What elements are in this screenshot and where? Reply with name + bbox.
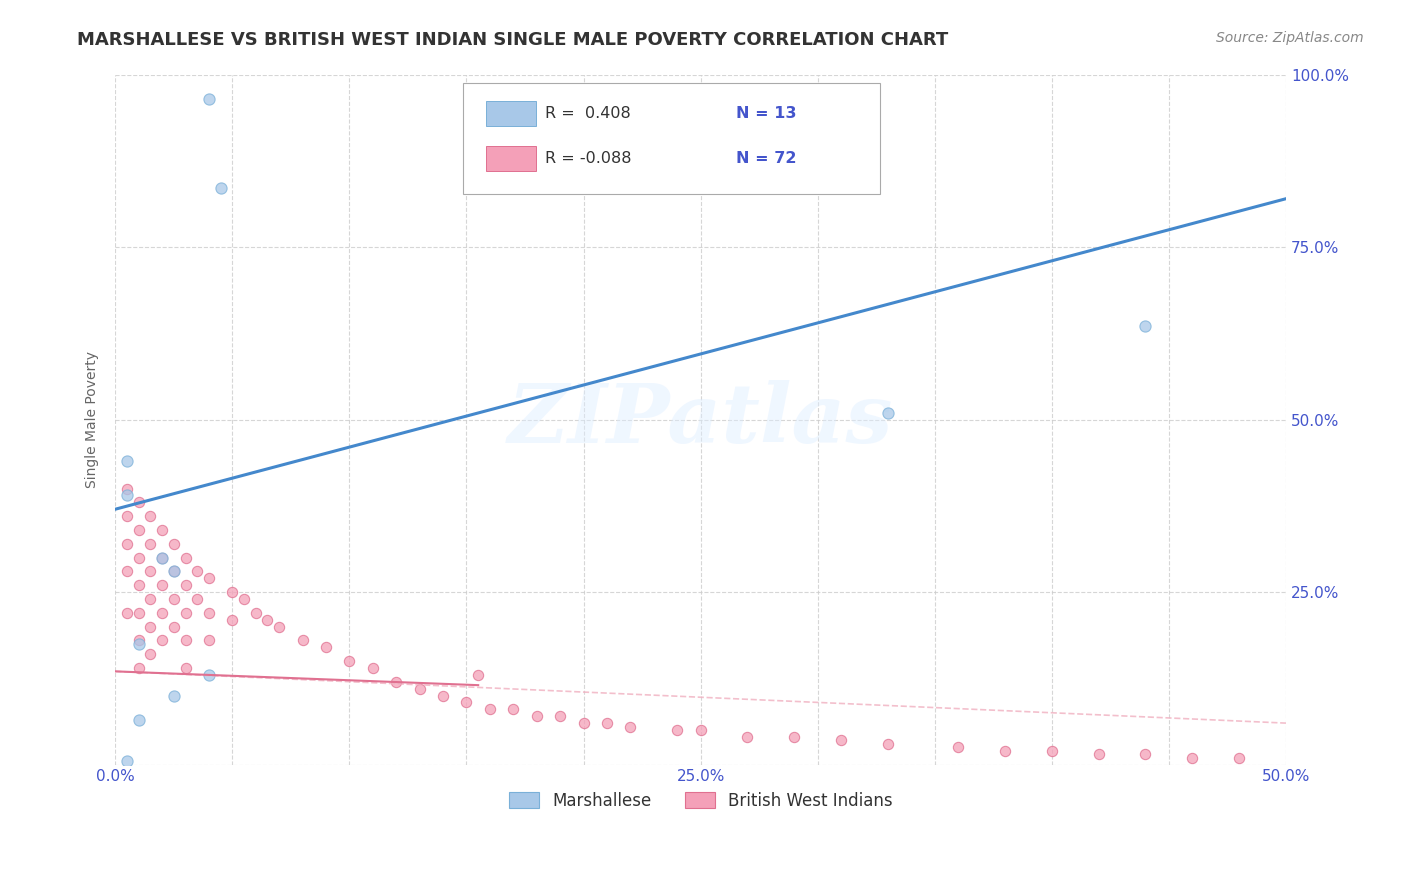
Point xyxy=(526,709,548,723)
Point xyxy=(115,537,138,551)
Point xyxy=(186,564,208,578)
Point xyxy=(163,564,186,578)
Text: MARSHALLESE VS BRITISH WEST INDIAN SINGLE MALE POVERTY CORRELATION CHART: MARSHALLESE VS BRITISH WEST INDIAN SINGL… xyxy=(77,31,949,49)
Point xyxy=(115,754,138,768)
Point xyxy=(467,668,489,682)
Point xyxy=(689,723,711,737)
Point xyxy=(596,716,619,731)
Text: ZIPatlas: ZIPatlas xyxy=(508,379,893,459)
FancyBboxPatch shape xyxy=(486,102,536,127)
Point xyxy=(830,733,852,747)
Point xyxy=(245,606,267,620)
Point xyxy=(456,695,478,709)
Point xyxy=(128,606,150,620)
Point xyxy=(221,613,243,627)
Point xyxy=(139,537,162,551)
Point xyxy=(139,647,162,661)
Text: R =  0.408: R = 0.408 xyxy=(546,105,631,120)
Point xyxy=(174,550,197,565)
Point xyxy=(233,591,256,606)
Point xyxy=(1040,744,1063,758)
Point xyxy=(315,640,337,655)
Point xyxy=(502,702,524,716)
Point xyxy=(666,723,689,737)
Point xyxy=(198,633,221,648)
Point xyxy=(361,661,384,675)
Point xyxy=(163,689,186,703)
Point xyxy=(174,661,197,675)
Point xyxy=(385,674,408,689)
Point xyxy=(174,578,197,592)
Point xyxy=(163,591,186,606)
Point xyxy=(432,689,454,703)
Point xyxy=(163,619,186,633)
Point xyxy=(139,509,162,524)
Point xyxy=(150,550,173,565)
Point xyxy=(128,713,150,727)
Point xyxy=(115,564,138,578)
FancyBboxPatch shape xyxy=(486,146,536,171)
Point xyxy=(139,619,162,633)
Point xyxy=(209,181,232,195)
Point xyxy=(139,564,162,578)
Point xyxy=(198,606,221,620)
Point xyxy=(115,488,138,502)
Point xyxy=(128,661,150,675)
Point xyxy=(198,92,221,106)
Point xyxy=(198,571,221,585)
Text: N = 72: N = 72 xyxy=(735,151,796,166)
Point xyxy=(174,633,197,648)
Point xyxy=(115,606,138,620)
Point xyxy=(128,495,150,509)
Point xyxy=(198,668,221,682)
Point xyxy=(737,730,759,744)
Point xyxy=(1181,750,1204,764)
Point xyxy=(408,681,430,696)
Point xyxy=(783,730,806,744)
Point xyxy=(572,716,595,731)
Point xyxy=(221,585,243,599)
Text: R = -0.088: R = -0.088 xyxy=(546,151,631,166)
Point xyxy=(115,454,138,468)
Point xyxy=(150,550,173,565)
Legend: Marshallese, British West Indians: Marshallese, British West Indians xyxy=(503,787,897,814)
Point xyxy=(619,720,641,734)
Point xyxy=(877,737,900,751)
Point xyxy=(163,564,186,578)
Point xyxy=(1135,319,1157,334)
Point xyxy=(291,633,314,648)
Text: N = 13: N = 13 xyxy=(735,105,796,120)
Point xyxy=(128,523,150,537)
Point xyxy=(150,523,173,537)
Point xyxy=(115,509,138,524)
Point xyxy=(174,606,197,620)
Point xyxy=(478,702,501,716)
Point xyxy=(269,619,291,633)
Text: Source: ZipAtlas.com: Source: ZipAtlas.com xyxy=(1216,31,1364,45)
Point xyxy=(994,744,1017,758)
Point xyxy=(139,591,162,606)
Point xyxy=(256,613,278,627)
Point xyxy=(128,637,150,651)
Point xyxy=(150,606,173,620)
Point xyxy=(877,406,900,420)
Point xyxy=(186,591,208,606)
Point xyxy=(128,578,150,592)
Point xyxy=(946,740,969,755)
Point xyxy=(339,654,361,668)
Point xyxy=(128,633,150,648)
Point xyxy=(150,633,173,648)
Point xyxy=(1087,747,1109,761)
Point xyxy=(1135,747,1157,761)
Point xyxy=(548,709,571,723)
Y-axis label: Single Male Poverty: Single Male Poverty xyxy=(86,351,100,488)
FancyBboxPatch shape xyxy=(463,83,880,194)
Point xyxy=(115,482,138,496)
Point xyxy=(163,537,186,551)
Point xyxy=(150,578,173,592)
Point xyxy=(1227,750,1250,764)
Point xyxy=(128,550,150,565)
